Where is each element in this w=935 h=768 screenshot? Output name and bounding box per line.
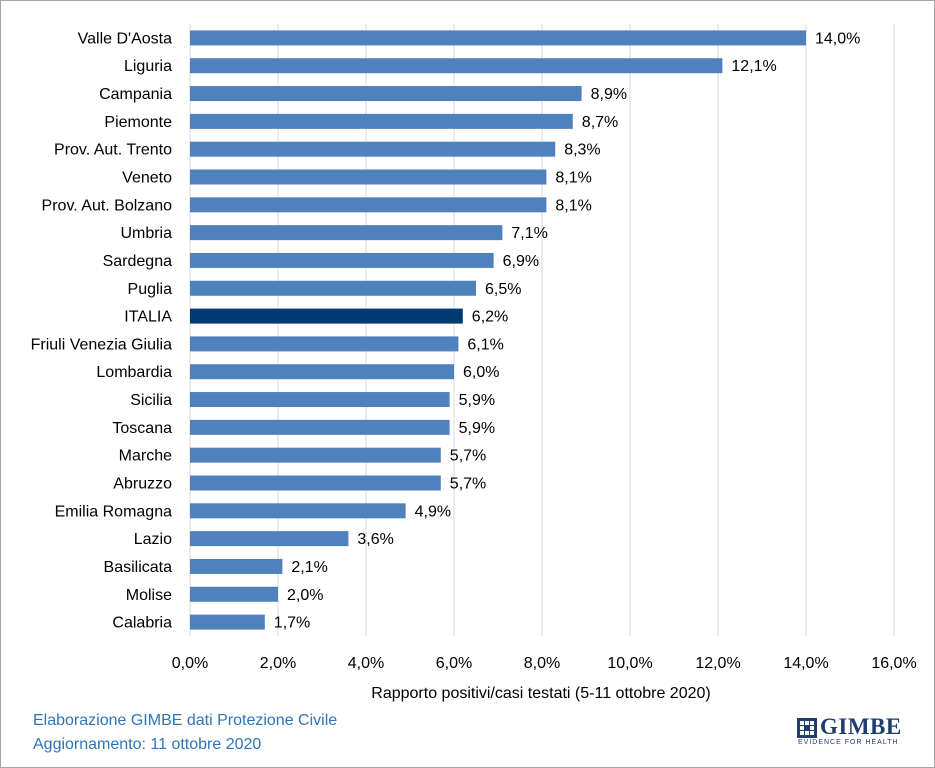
bar bbox=[190, 419, 450, 435]
bar bbox=[190, 197, 547, 213]
bar bbox=[190, 447, 441, 463]
bar-highlight bbox=[190, 308, 463, 324]
category-label: Prov. Aut. Bolzano bbox=[42, 197, 173, 214]
data-label: 5,7% bbox=[450, 448, 486, 465]
data-label: 6,0% bbox=[463, 364, 499, 381]
bar bbox=[190, 113, 573, 129]
bar bbox=[190, 336, 459, 352]
x-tick-label: 2,0% bbox=[260, 655, 296, 672]
x-axis-label: Rapporto positivi/casi testati (5-11 ott… bbox=[371, 685, 710, 702]
category-label: Lombardia bbox=[96, 364, 172, 381]
bar bbox=[190, 58, 723, 74]
data-label: 5,9% bbox=[459, 392, 495, 409]
category-label: Prov. Aut. Trento bbox=[54, 142, 172, 159]
category-label: Friuli Venezia Giulia bbox=[31, 336, 173, 353]
data-labels: 14,0% 12,1% 8,9% 8,7% 8,3% 8,1% 8,1% 7,1% 6,9% 6,… bbox=[274, 30, 861, 631]
data-label: 8,9% bbox=[591, 86, 627, 103]
bar bbox=[190, 558, 283, 574]
bar bbox=[190, 169, 547, 185]
bar bbox=[190, 586, 278, 602]
bar bbox=[190, 141, 556, 157]
gimbe-logo: GIMBE EVIDENCE FOR HEALTH bbox=[770, 714, 915, 750]
bar bbox=[190, 30, 806, 46]
category-label: Umbria bbox=[120, 225, 172, 242]
data-label: 8,7% bbox=[582, 114, 618, 131]
category-label: Sardegna bbox=[103, 253, 172, 270]
footer-source: Elaborazione GIMBE dati Protezione Civil… bbox=[33, 712, 338, 729]
data-label: 2,1% bbox=[291, 559, 327, 576]
bar bbox=[190, 225, 503, 241]
bar bbox=[190, 252, 494, 268]
category-label: Liguria bbox=[124, 58, 172, 75]
data-label: 6,2% bbox=[472, 309, 508, 326]
category-label: Emilia Romagna bbox=[55, 503, 172, 520]
bar bbox=[190, 392, 450, 408]
x-tick-label: 12,0% bbox=[695, 655, 740, 672]
logo-wordmark: GIMBE bbox=[820, 714, 902, 739]
category-label: Molise bbox=[126, 587, 172, 604]
x-tick-labels: 0,0% 2,0% 4,0% 6,0% 8,0% 10,0% 12,0% 14,0% 16,0% bbox=[172, 655, 917, 672]
data-label: 2,0% bbox=[287, 587, 323, 604]
x-tick-label: 14,0% bbox=[783, 655, 828, 672]
category-labels: Valle D'Aosta Liguria Campania Piemonte Prov… bbox=[31, 30, 173, 631]
gimbe-logo-icon bbox=[797, 718, 817, 738]
category-label: Lazio bbox=[134, 531, 172, 548]
category-label: Sicilia bbox=[130, 392, 172, 409]
x-tick-label: 16,0% bbox=[871, 655, 916, 672]
data-label: 6,1% bbox=[467, 336, 503, 353]
category-label: Basilicata bbox=[104, 559, 173, 576]
category-label: Campania bbox=[99, 86, 172, 103]
x-tick-label: 6,0% bbox=[436, 655, 472, 672]
bar bbox=[190, 531, 349, 547]
data-label: 7,1% bbox=[511, 225, 547, 242]
data-label: 5,9% bbox=[459, 420, 495, 437]
x-tick-label: 10,0% bbox=[607, 655, 652, 672]
category-label: ITALIA bbox=[124, 309, 172, 326]
x-tick-label: 4,0% bbox=[348, 655, 384, 672]
category-label: Piemonte bbox=[104, 114, 172, 131]
data-label: 12,1% bbox=[731, 58, 776, 75]
data-label: 4,9% bbox=[415, 503, 451, 520]
bar bbox=[190, 280, 476, 296]
category-label: Abruzzo bbox=[113, 476, 172, 493]
logo-tagline: EVIDENCE FOR HEALTH bbox=[798, 739, 899, 746]
data-label: 6,5% bbox=[485, 281, 521, 298]
data-label: 6,9% bbox=[503, 253, 539, 270]
category-label: Valle D'Aosta bbox=[78, 30, 172, 47]
bar bbox=[190, 364, 454, 380]
data-label: 8,3% bbox=[564, 142, 600, 159]
category-label: Puglia bbox=[128, 281, 173, 298]
footer-update-date: Aggiornamento: 11 ottobre 2020 bbox=[33, 736, 262, 753]
bar bbox=[190, 614, 265, 630]
bar bbox=[190, 86, 582, 102]
bar bbox=[190, 475, 441, 491]
data-label: 8,1% bbox=[555, 197, 591, 214]
data-label: 14,0% bbox=[815, 30, 860, 47]
category-label: Toscana bbox=[112, 420, 172, 437]
bars bbox=[190, 30, 806, 630]
category-label: Marche bbox=[119, 448, 172, 465]
bar bbox=[190, 503, 406, 519]
x-tick-label: 8,0% bbox=[524, 655, 560, 672]
data-label: 3,6% bbox=[357, 531, 393, 548]
data-label: 5,7% bbox=[450, 476, 486, 493]
category-label: Veneto bbox=[122, 170, 172, 187]
data-label: 8,1% bbox=[555, 170, 591, 187]
category-label: Calabria bbox=[112, 615, 172, 632]
x-tick-label: 0,0% bbox=[172, 655, 208, 672]
data-label: 1,7% bbox=[274, 615, 310, 632]
